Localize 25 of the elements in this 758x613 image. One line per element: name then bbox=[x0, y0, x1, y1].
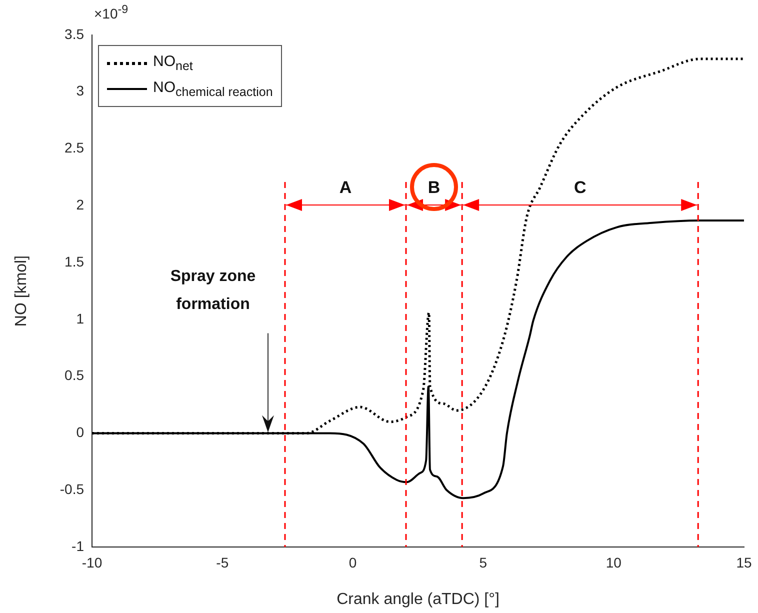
legend-label: NO$_{chemical reaction}$ bbox=[153, 79, 273, 99]
y-tick-label: -0.5 bbox=[60, 480, 84, 497]
annotation: Spray zone formation bbox=[170, 268, 256, 314]
x-tick-label: 10 bbox=[606, 554, 622, 570]
y-tick-label: 0 bbox=[76, 424, 84, 440]
y-tick-label: 0.5 bbox=[64, 367, 84, 384]
y-tick-label: 3.5 bbox=[64, 26, 84, 42]
annotation: B bbox=[428, 178, 440, 197]
y-tick-label: 1 bbox=[76, 310, 84, 326]
y-axis-title: NO [kmol] bbox=[13, 255, 30, 327]
legend-label: NO$_{net}$ bbox=[153, 53, 193, 73]
x-tick-label: -5 bbox=[216, 554, 229, 570]
x-tick-label: 0 bbox=[348, 554, 357, 570]
y-tick-label: -1 bbox=[72, 538, 84, 554]
x-tick-label: 5 bbox=[479, 554, 488, 570]
x-axis-title: Crank angle (aTDC) [°] bbox=[336, 590, 500, 608]
annotation: C bbox=[574, 178, 586, 197]
y-tick-label: 2 bbox=[76, 196, 84, 213]
x-tick-label: 15 bbox=[736, 554, 752, 570]
y-tick-label: 1.5 bbox=[64, 253, 84, 270]
annotation: A bbox=[339, 178, 352, 197]
x-tick-label: -10 bbox=[82, 554, 102, 570]
text: ×10$^{-9}$ bbox=[94, 3, 128, 22]
y-tick-label: 3 bbox=[76, 82, 84, 99]
y-tick-label: 2.5 bbox=[64, 140, 84, 156]
